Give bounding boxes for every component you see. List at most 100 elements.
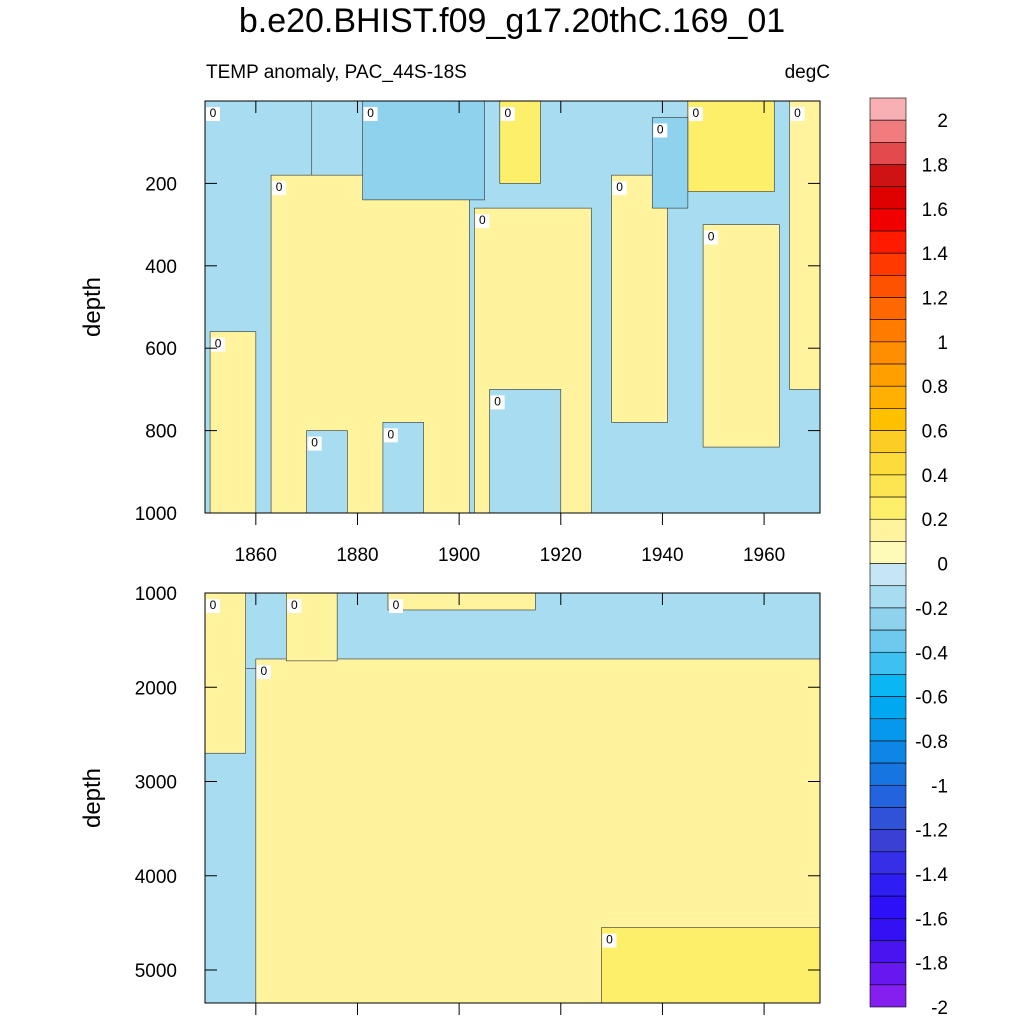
colorbar-swatch	[869, 252, 907, 276]
contour-label: 0	[210, 598, 217, 612]
chart-title: b.e20.BHIST.f09_g17.20thC.169_01	[238, 2, 786, 40]
contour-region	[702, 224, 780, 448]
colorbar-tick-label: -1.6	[915, 909, 948, 930]
colorbar-swatch	[869, 651, 907, 675]
contour-label: 0	[276, 180, 283, 194]
colorbar-swatch	[869, 452, 907, 476]
colorbar-swatch	[869, 230, 907, 254]
colorbar-swatch	[869, 585, 907, 609]
colorbar-swatch	[869, 984, 907, 1008]
y-axis-label: depth	[79, 277, 106, 337]
contour-label-background	[307, 436, 322, 451]
colorbar-tick-label: -0.2	[915, 599, 948, 620]
x-tick-label: 1960	[743, 545, 785, 566]
x-tick-label: 1860	[235, 545, 277, 566]
y-axis-label: depth	[79, 768, 106, 828]
contour-label-background	[272, 181, 287, 196]
colorbar-swatch	[869, 563, 907, 587]
colorbar-swatch	[869, 208, 907, 232]
colorbar-tick-label: -1.8	[915, 954, 948, 975]
contour-label: 0	[606, 933, 613, 947]
y-tick-label: 400	[145, 257, 177, 278]
colorbar-swatch	[869, 341, 907, 365]
contour-region	[205, 593, 246, 754]
colorbar-swatch	[869, 740, 907, 764]
colorbar-swatch	[869, 607, 907, 631]
y-tick-label: 1000	[135, 504, 177, 525]
colorbar-swatch	[869, 851, 907, 875]
contour-label: 0	[393, 598, 400, 612]
x-tick-label: 1940	[641, 545, 683, 566]
contour-label-background	[602, 933, 617, 948]
plot-area	[205, 593, 820, 1003]
chart-subtitle: TEMP anomaly, PAC_44S-18S	[206, 62, 467, 83]
contour-label: 0	[479, 213, 486, 227]
plot-area	[205, 101, 820, 513]
y-tick-label: 4000	[135, 867, 177, 888]
x-tick-label: 1920	[540, 545, 582, 566]
colorbar-swatch	[869, 918, 907, 941]
contour-label-background	[206, 599, 220, 613]
colorbar-tick-label: -2	[931, 998, 948, 1019]
x-tick-label: 1880	[336, 545, 378, 566]
contour-label: 0	[367, 106, 374, 120]
colorbar-swatch	[869, 807, 907, 830]
contour-region	[601, 927, 820, 1003]
colorbar-tick-label: -1	[931, 776, 948, 797]
contour-label-background	[490, 395, 505, 410]
contour-label-background	[688, 107, 703, 121]
colorbar-tick-label: -0.4	[915, 643, 948, 664]
colorbar-swatch	[869, 385, 907, 409]
upper-panel: 0 0 0 0 0 0 0 0 0 0 0 0 0 0 200 400 600 800 1000 1860 1880 19…	[79, 100, 821, 566]
colorbar-swatch	[869, 496, 907, 520]
contour-label: 0	[210, 106, 217, 120]
colorbar-tick-label: -0.8	[915, 732, 948, 753]
contour-label-background	[790, 107, 805, 121]
colorbar-tick-label: 1	[937, 333, 948, 354]
colorbar-tick-label: 1.2	[922, 289, 948, 310]
contour-label-background	[287, 599, 302, 613]
contour-label-background	[653, 123, 668, 138]
colorbar-swatch	[869, 164, 907, 187]
colorbar-swatch	[869, 674, 907, 697]
colorbar-swatch	[869, 186, 907, 210]
contour-label: 0	[260, 664, 267, 678]
colorbar-swatch	[869, 696, 907, 720]
contour-region	[789, 101, 820, 390]
colorbar-tick-label: 0.4	[922, 466, 949, 487]
y-tick-label: 3000	[135, 773, 177, 794]
colorbar-swatch	[869, 940, 907, 963]
contour-label: 0	[708, 230, 715, 244]
contour-region	[209, 331, 257, 513]
lower-panel: 00000010002000300040005000depth	[79, 584, 821, 1015]
contour-label: 0	[504, 106, 511, 120]
contour-label: 0	[616, 180, 623, 194]
plot-frame	[204, 100, 821, 514]
contour-label-background	[612, 181, 627, 196]
colorbar-tick-label: 2	[937, 111, 948, 132]
colorbar-swatch	[869, 408, 907, 431]
colorbar: 2 1.8 1.6 1.4 1.2 1 0.8 0.6 0.4 0.2 0 -0.2 -0.4 -0.6 -…	[869, 97, 949, 1019]
contour-region	[270, 174, 470, 513]
plot-frame	[204, 592, 821, 1004]
contour-label: 0	[388, 427, 395, 441]
contour-label: 0	[794, 106, 801, 120]
contour-region	[362, 101, 485, 201]
colorbar-tick-label: 0.2	[922, 510, 948, 531]
y-tick-label: 800	[145, 422, 177, 443]
contour-label-background	[383, 428, 398, 443]
x-tick-label: 1900	[438, 545, 480, 566]
colorbar-tick-label: -1.2	[915, 821, 948, 842]
colorbar-swatch	[869, 829, 907, 853]
contour-region	[489, 389, 562, 513]
colorbar-swatch	[869, 319, 907, 343]
contour-label-background	[475, 214, 490, 229]
colorbar-swatch	[869, 962, 907, 986]
colorbar-swatch	[869, 142, 907, 165]
colorbar-tick-label: 0.8	[922, 377, 948, 398]
y-tick-label: 5000	[135, 961, 177, 982]
colorbar-swatch	[869, 518, 907, 542]
contour-label: 0	[494, 394, 501, 408]
